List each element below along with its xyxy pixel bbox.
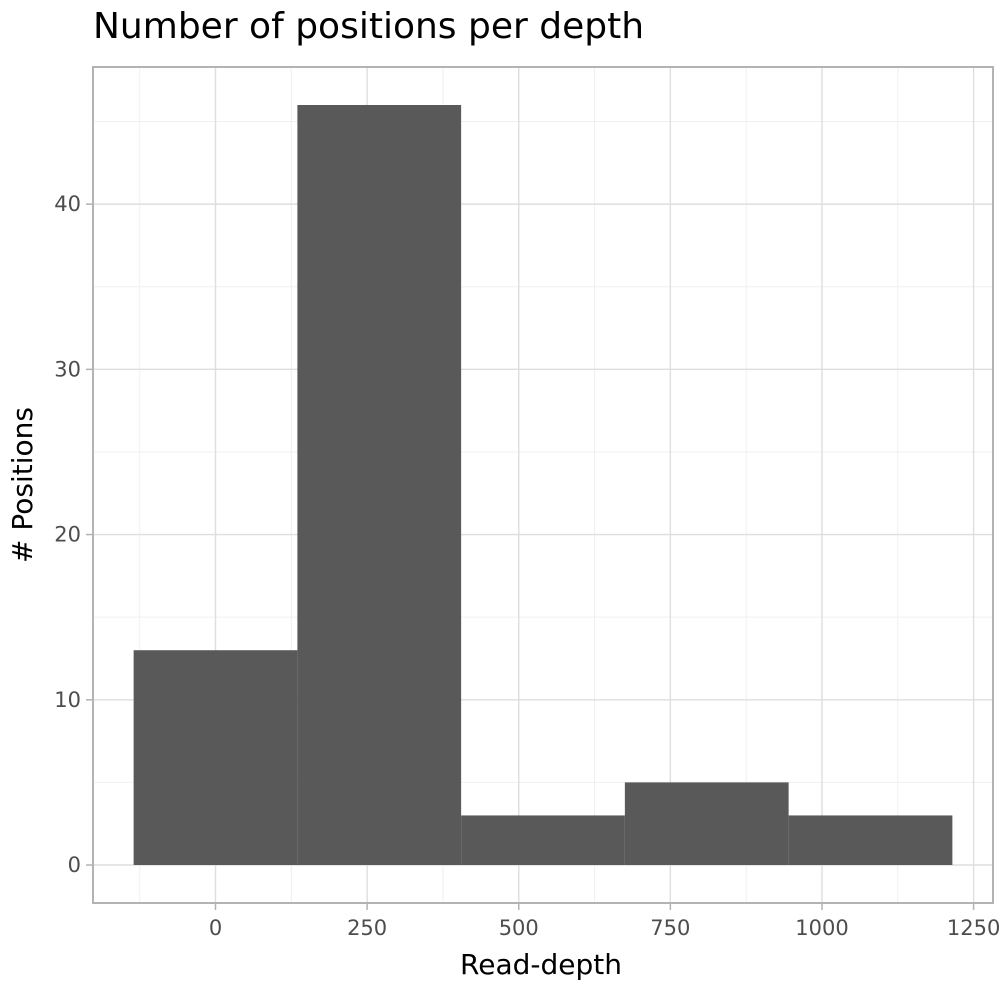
y-axis-title: # Positions [6, 407, 39, 563]
bars-layer [133, 105, 953, 865]
x-tick-label: 250 [347, 916, 387, 940]
x-axis-title: Read-depth [460, 948, 622, 981]
chart-title: Number of positions per depth [93, 6, 644, 47]
y-tick-label: 0 [68, 853, 81, 877]
panel-border [92, 66, 994, 904]
y-tick-label: 10 [54, 688, 81, 712]
x-tick-label: 500 [499, 916, 539, 940]
x-tick-label: 750 [650, 916, 690, 940]
y-tick-label: 20 [54, 523, 81, 547]
y-tick-label: 30 [54, 357, 81, 381]
x-tick-label: 1250 [947, 916, 1000, 940]
histogram-bar [133, 650, 298, 865]
y-tick-label: 40 [54, 192, 81, 216]
histogram-bar [461, 815, 625, 865]
histogram-bar [788, 815, 953, 865]
ticks-layer: 0 250 500 750 1000 1250 0 10 20 30 40 [54, 192, 1000, 940]
x-tick-label: 0 [209, 916, 222, 940]
x-tick-label: 1000 [795, 916, 848, 940]
histogram-bar [624, 782, 789, 865]
histogram-bar [297, 105, 462, 865]
